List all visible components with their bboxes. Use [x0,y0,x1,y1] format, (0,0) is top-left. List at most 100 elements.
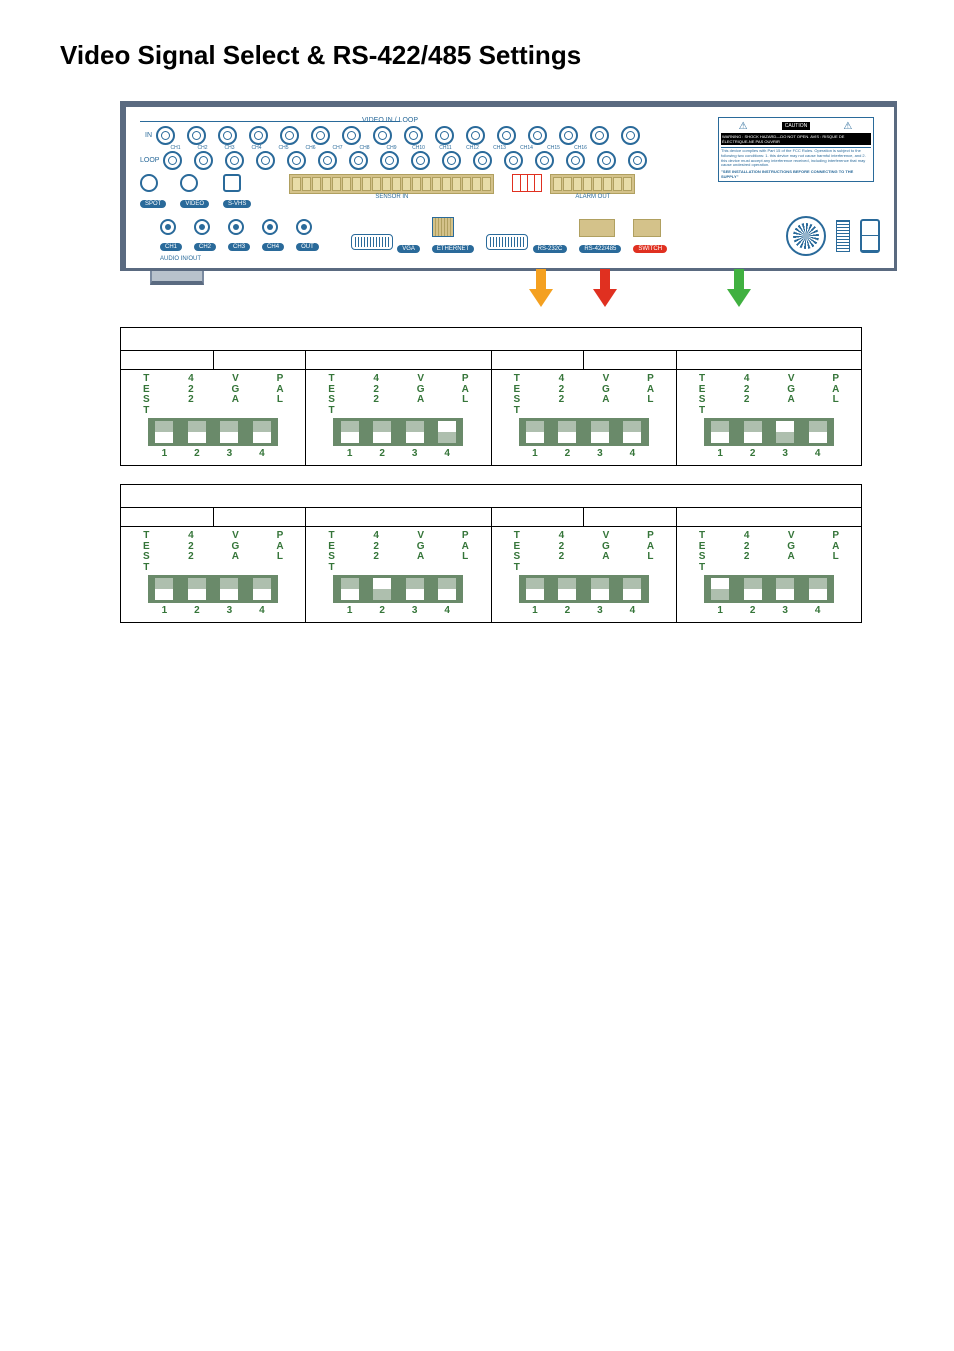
switch-port [633,219,661,237]
caution-footer: "SEE INSTALLATION INSTRUCTIONS BEFORE CO… [721,169,871,179]
dip-switch-row [148,575,278,603]
dip-column-label: 4 2 2 [367,374,385,416]
dip-switch[interactable] [591,578,609,600]
dip-column-label: T E S T [508,531,526,573]
dip-switch[interactable] [406,578,424,600]
dip-switch[interactable] [341,421,359,443]
dip-group: T E S T4 2 2V G AP A L1234 [306,351,491,465]
dip-switch[interactable] [188,421,206,443]
dip-switch[interactable] [155,578,173,600]
caution-warning: WARNING : SHOCK HAZARD—DO NOT OPEN. AVIS… [721,133,871,145]
dip-column-label: P A L [827,374,845,416]
dip-switch[interactable] [155,421,173,443]
dip-switch[interactable] [623,578,641,600]
dip-switch[interactable] [341,578,359,600]
svhs-port [223,174,241,192]
config-switch[interactable] [512,174,542,192]
dip-number: 4 [623,605,641,616]
dip-column-label: T E S T [323,531,341,573]
audio-ch3 [228,219,244,235]
bnc-loop-row [163,151,647,170]
dip-switch[interactable] [776,578,794,600]
dip-number: 3 [220,605,238,616]
dip-switch[interactable] [809,578,827,600]
dip-number: 2 [744,448,762,459]
dip-column-label: P A L [271,531,289,573]
dip-number: 1 [711,605,729,616]
dip-switch[interactable] [188,578,206,600]
dip-column-label: 4 2 2 [182,531,200,573]
dip-switch[interactable] [373,578,391,600]
dip-column-label: V G A [597,531,615,573]
arrow-orange-icon [529,289,553,307]
dip-number: 4 [253,448,271,459]
dip-switch[interactable] [526,578,544,600]
dip-switch[interactable] [744,421,762,443]
dip-column-label: T E S T [137,374,155,416]
dip-number: 1 [526,448,544,459]
dip-number: 2 [373,448,391,459]
caution-title: CAUTION [782,122,811,130]
dip-switch[interactable] [558,578,576,600]
audio-ch2 [194,219,210,235]
dip-switch[interactable] [591,421,609,443]
dip-column-label: P A L [271,374,289,416]
dip-switch[interactable] [438,421,456,443]
loop-label: LOOP [140,157,159,164]
dip-column-label: P A L [456,374,474,416]
dip-number: 4 [253,605,271,616]
caution-body: This device complies with Part 15 of the… [721,147,871,168]
dip-switch[interactable] [220,421,238,443]
warning-triangle-icon [737,120,751,132]
dip-column-label: T E S T [508,374,526,416]
dip-switch[interactable] [558,421,576,443]
dip-number: 1 [341,605,359,616]
dip-switch[interactable] [623,421,641,443]
dip-switch[interactable] [526,421,544,443]
sensor-label: SENSOR IN [289,194,494,200]
dip-number: 4 [438,605,456,616]
alarm-out-terminal [550,174,635,194]
caution-panel: CAUTION WARNING : SHOCK HAZARD—DO NOT OP… [718,117,874,182]
dip-switch[interactable] [711,421,729,443]
dip-switch-row [333,575,463,603]
dip-number: 4 [623,448,641,459]
dip-number: 3 [406,448,424,459]
dip-number: 2 [558,605,576,616]
dip-column-label: P A L [456,531,474,573]
page-title: Video Signal Select & RS-422/485 Setting… [60,40,894,71]
dip-switch[interactable] [406,421,424,443]
dip-switch[interactable] [744,578,762,600]
dip-number: 2 [373,605,391,616]
dip-switch[interactable] [220,578,238,600]
dip-switch-row [519,418,649,446]
dip-column-label: 4 2 2 [552,531,570,573]
dip-switch[interactable] [253,421,271,443]
dip-number: 2 [744,605,762,616]
dip-number: 1 [526,605,544,616]
dip-number: 3 [776,448,794,459]
dip-column-label: 4 2 2 [738,374,756,416]
vent-icon [836,220,850,252]
dip-number: 4 [809,448,827,459]
dip-switch[interactable] [253,578,271,600]
dip-switch-row [333,418,463,446]
dip-switch[interactable] [373,421,391,443]
dip-switch[interactable] [711,578,729,600]
dip-number: 1 [155,448,173,459]
dip-settings-table: T E S T4 2 2V G AP A L1234T E S T4 2 2V … [120,327,862,466]
dip-switch-row [148,418,278,446]
dip-column-label: P A L [641,374,659,416]
in-label: IN [140,132,152,139]
dip-column-label: 4 2 2 [367,531,385,573]
dip-group: T E S T4 2 2V G AP A L1234 [677,351,861,465]
spot-port [140,174,158,192]
dip-number: 3 [220,448,238,459]
dip-switch-row [704,575,834,603]
dip-column-label: T E S T [323,374,341,416]
dip-switch[interactable] [809,421,827,443]
dip-switch[interactable] [438,578,456,600]
dip-column-label: P A L [827,531,845,573]
dip-column-label: V G A [412,531,430,573]
dip-switch[interactable] [776,421,794,443]
